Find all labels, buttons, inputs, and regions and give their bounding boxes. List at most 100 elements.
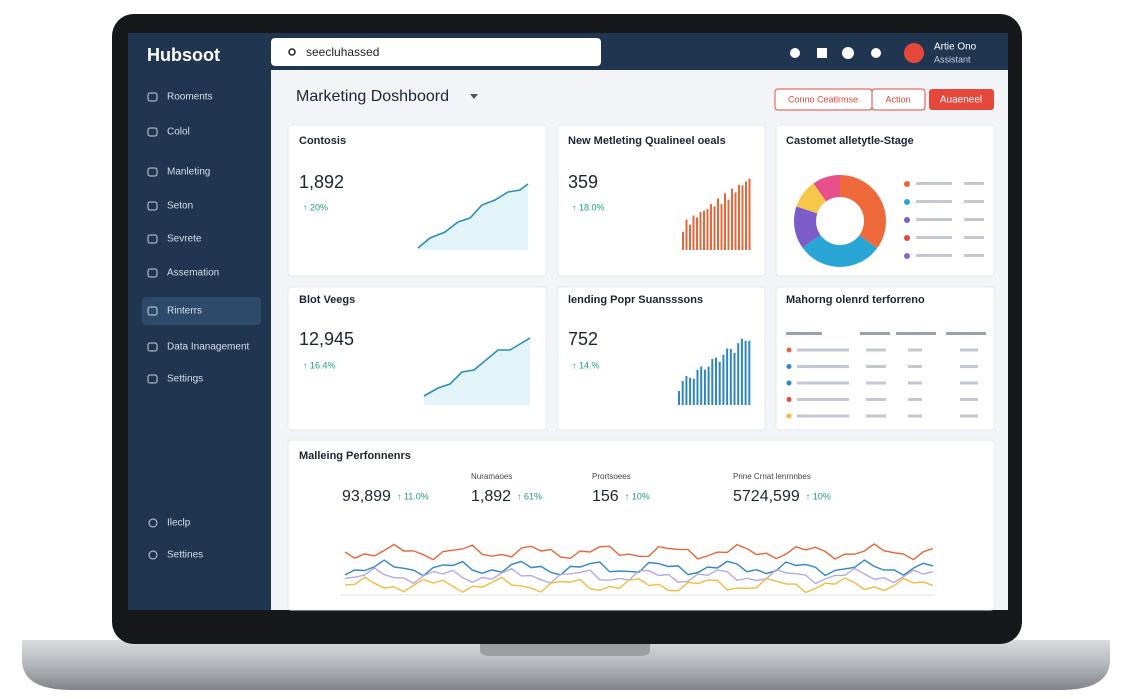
legend-dot (904, 181, 910, 187)
table-text (866, 398, 886, 401)
legend-text (916, 182, 952, 185)
table-text (908, 365, 922, 368)
nav-item[interactable]: Settings (167, 374, 203, 385)
nav-item[interactable]: Colol (167, 127, 190, 138)
card-title: Blot Veegs (299, 294, 355, 306)
icon-phone[interactable] (790, 48, 800, 58)
table-text (960, 365, 978, 368)
decor-bar (734, 192, 737, 250)
stat-delta: ↑ 10% (625, 491, 650, 501)
stat-label: Prortsoees (592, 472, 631, 481)
card-title: Contosis (299, 135, 346, 147)
stat-value: 5724,599 (733, 488, 800, 505)
stat-delta: ↑ 10% (806, 491, 831, 501)
decor-bar (727, 199, 730, 250)
card-delta: ↑ 14.% (572, 360, 600, 370)
decor-bar (724, 193, 726, 250)
decor-bar (737, 343, 740, 405)
table-text (908, 381, 922, 385)
nav-icon (147, 201, 158, 211)
card-title: Castomet alletytle-Stage (786, 135, 914, 147)
legend-text (916, 254, 952, 257)
legend-text (964, 182, 984, 185)
nav-icon (147, 374, 158, 384)
card (775, 286, 995, 431)
table-header (860, 332, 890, 335)
dropdown-caret[interactable] (470, 94, 478, 99)
legend-dot (904, 253, 910, 259)
table-text (866, 381, 886, 385)
avatar[interactable] (904, 43, 924, 63)
decor-bar (726, 348, 729, 405)
decor-bar (718, 361, 721, 405)
decor-bar (681, 381, 684, 405)
decor-bar (699, 212, 702, 250)
table-text (797, 365, 849, 368)
decor-bar (713, 206, 716, 250)
button-label: Auaeneel (940, 95, 982, 106)
decor-bar (733, 352, 736, 405)
button-label: Conno Ceatlrmse (788, 94, 858, 104)
stat-value: 156 (592, 488, 619, 505)
page-title: Marketing Doshboord (296, 88, 449, 105)
nav-item[interactable]: Rinterrs (167, 306, 202, 317)
decor-bar (748, 340, 751, 405)
user-name: Artie Ono (934, 42, 977, 53)
stat-label: Nuramaoes (471, 472, 512, 481)
card-title: lending Popr Suansssons (568, 294, 703, 306)
card-title: Mahorng olenrd terforreno (786, 294, 925, 306)
legend-text (964, 218, 984, 221)
nav-icon (147, 127, 158, 137)
decor-line (344, 576, 934, 594)
nav-item[interactable]: Rooments (167, 92, 213, 103)
card-value: 752 (568, 329, 598, 349)
sidebar-active (142, 297, 261, 325)
nav-item[interactable]: Seton (167, 201, 193, 212)
decor-bar (707, 366, 710, 405)
decor-bar (744, 340, 747, 405)
nav-item[interactable]: Assemation (167, 268, 219, 279)
decor-bar (703, 369, 706, 405)
decor-bar (720, 204, 723, 250)
nav-item[interactable]: Settines (167, 550, 203, 561)
card-delta: ↑ 18.0% (572, 202, 605, 212)
sidebar: Rooments Colol Manleting Seton Sevrete Assema… (147, 92, 250, 561)
legend-text (916, 236, 952, 239)
legend-text (964, 254, 984, 257)
button-label: Action (885, 94, 910, 104)
nav-item[interactable]: Data Inanagement (167, 342, 250, 353)
icon-home[interactable] (817, 48, 827, 58)
icon-bell[interactable] (871, 48, 881, 58)
button-primary[interactable] (929, 89, 994, 110)
decor-bar (685, 219, 688, 250)
table-text (797, 348, 849, 352)
stat-delta: ↑ 61% (517, 491, 542, 501)
table-text (960, 414, 978, 418)
table-dot (786, 364, 792, 369)
table-text (908, 348, 922, 352)
nav-icon (148, 518, 158, 528)
decor-bar (682, 232, 684, 250)
legend-text (916, 200, 952, 203)
decor-bar (706, 209, 709, 250)
nav-item[interactable]: Ileclp (167, 518, 191, 529)
nav-item[interactable]: Sevrete (167, 234, 202, 245)
nav-icon (147, 234, 158, 244)
search-box[interactable] (271, 38, 601, 66)
decor-bar (696, 369, 699, 405)
nav-icon (148, 550, 158, 560)
table-text (960, 348, 978, 352)
decor-bar (689, 224, 691, 250)
legend-dot (904, 199, 910, 205)
decor-line (344, 559, 934, 577)
table-text (797, 398, 849, 401)
nav-item[interactable]: Manleting (167, 167, 210, 178)
nav-icon (147, 167, 158, 177)
icon-chat[interactable] (842, 47, 854, 59)
area-fill (418, 184, 528, 250)
button[interactable] (871, 88, 926, 111)
card-title: Malleing Perfonnenrs (299, 450, 411, 462)
decor-bar (729, 348, 732, 405)
card (557, 124, 766, 277)
